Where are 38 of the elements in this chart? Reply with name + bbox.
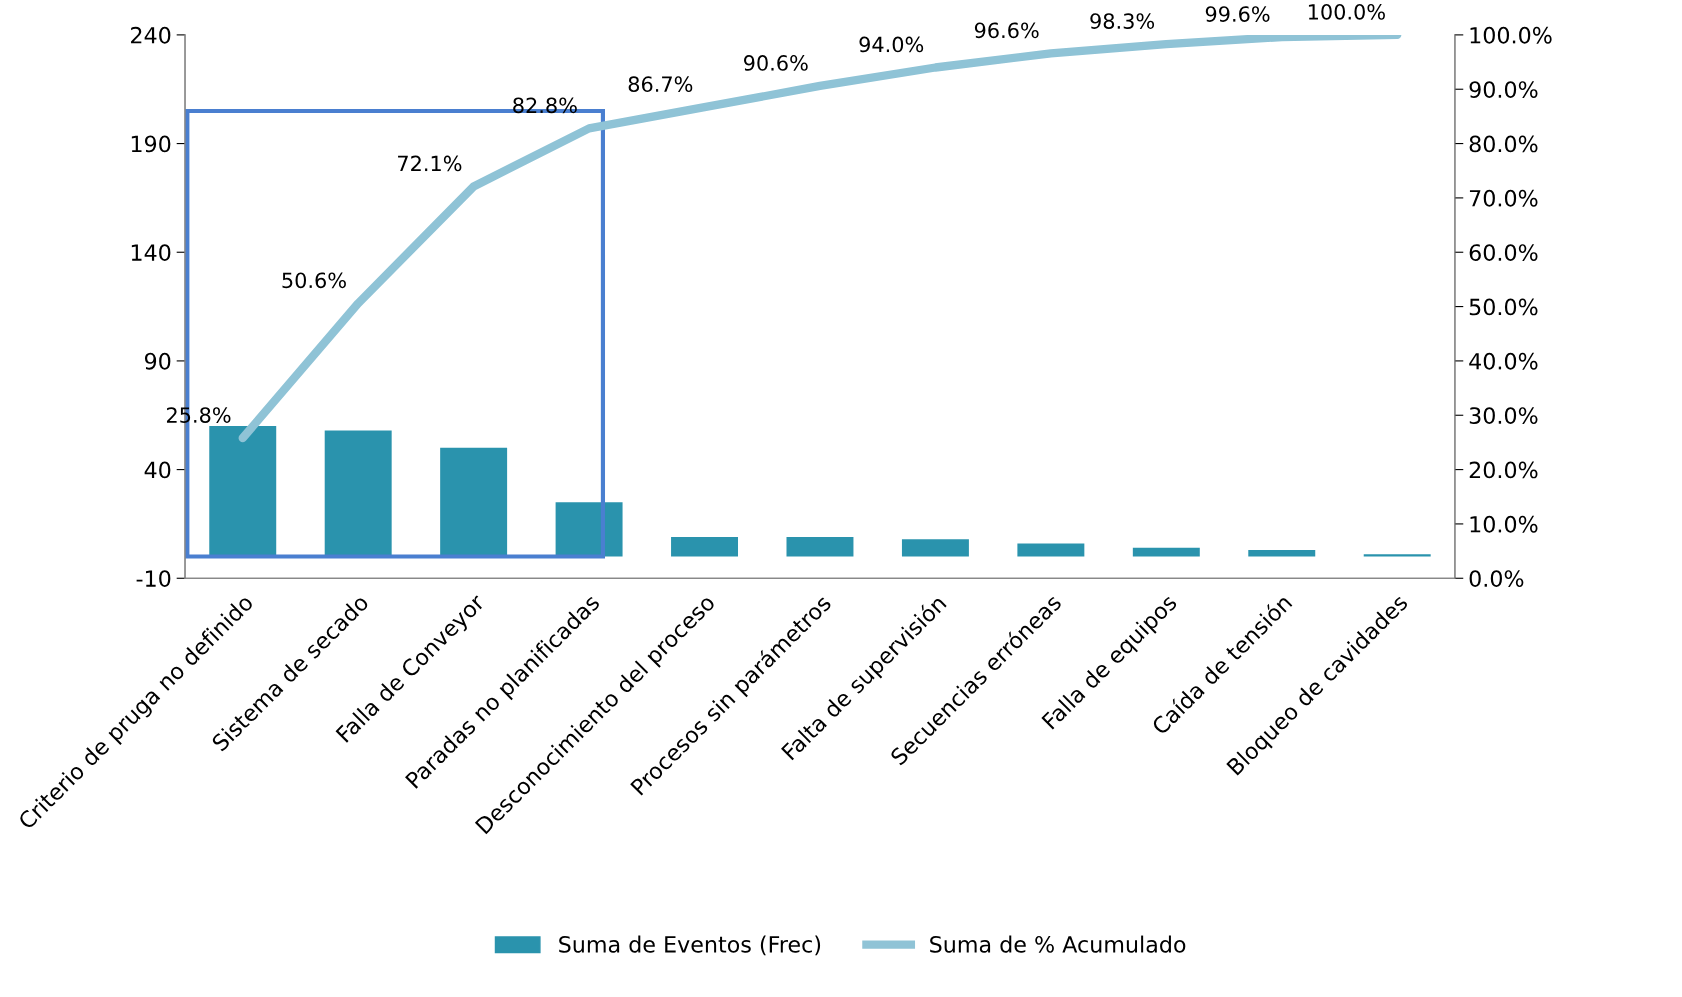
y-tick-label: 90: [144, 352, 171, 370]
bar: [786, 536, 854, 557]
data-label: 86.7%: [628, 76, 693, 93]
bar: [1363, 554, 1431, 557]
bar: [1248, 550, 1316, 557]
y-tick-label: 40: [144, 461, 171, 479]
data-label: 96.6%: [974, 22, 1039, 39]
y2-tick-label: 0.0%: [1469, 570, 1524, 588]
y2-tick-label: 70.0%: [1469, 189, 1538, 207]
bar: [324, 430, 392, 557]
y2-tick-label: 90.0%: [1469, 81, 1538, 98]
bar: [671, 536, 739, 557]
data-label: 98.3%: [1090, 13, 1155, 29]
y2-tick-label: 60.0%: [1469, 244, 1538, 261]
y2-tick-label: 10.0%: [1470, 515, 1538, 533]
y-tick-label: 240: [131, 26, 171, 44]
bar: [209, 426, 277, 557]
bar: [1132, 547, 1200, 557]
y-tick-label: -10: [136, 570, 171, 588]
data-label: 94.0%: [859, 36, 924, 53]
legend-label: Suma de % Acumulado: [930, 935, 1186, 953]
bar: [901, 539, 969, 557]
y2-tick-label: 30.0%: [1469, 407, 1538, 425]
y-tick-label: 140: [131, 244, 171, 261]
data-label: 100.0%: [1308, 3, 1385, 20]
y-tick-label: 190: [131, 135, 171, 153]
data-label: 50.6%: [282, 272, 346, 289]
y2-tick-label: 40.0%: [1469, 352, 1538, 370]
legend-label: Suma de Eventos (Frec): [559, 935, 821, 956]
bar: [1017, 543, 1085, 557]
data-label: 72.1%: [398, 155, 462, 172]
y2-tick-label: 50.0%: [1469, 298, 1538, 316]
y2-tick-label: 20.0%: [1469, 461, 1538, 479]
bar: [440, 447, 508, 557]
data-label: 90.6%: [743, 55, 808, 71]
data-label: 99.6%: [1205, 6, 1270, 22]
y2-tick-label: 100.0%: [1470, 26, 1552, 44]
y2-tick-label: 80.0%: [1469, 135, 1538, 153]
